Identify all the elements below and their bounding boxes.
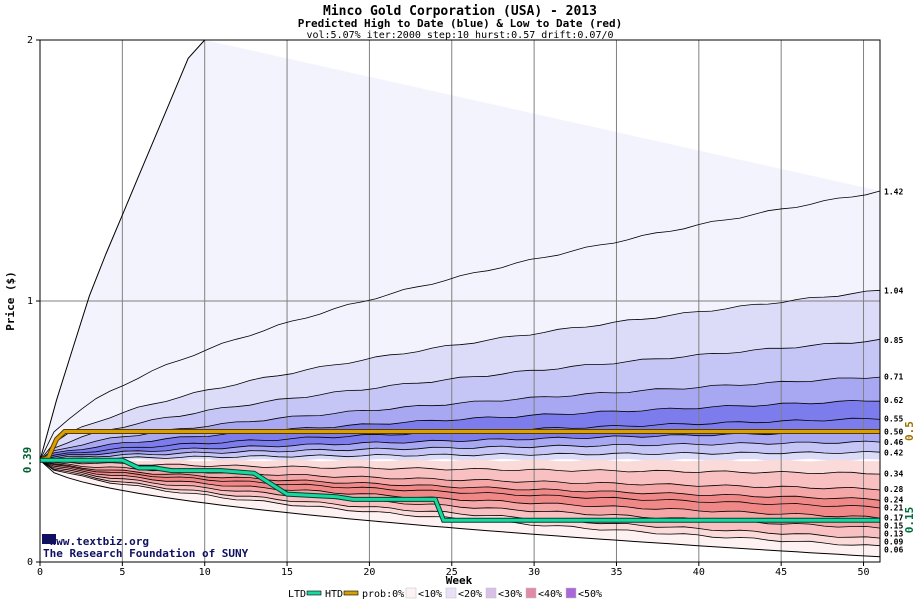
x-axis-ticks: 0 5 10 15 20 25 30 35 40 45 50 [37, 562, 870, 578]
watermark-org: The Research Foundation of SUNY [43, 547, 249, 560]
curve-level-8 [39, 450, 881, 461]
band-high-0 [40, 191, 880, 461]
x-tick-label-50: 50 [858, 567, 870, 578]
right-label-1.04: 1.04 [884, 287, 903, 296]
right-price-labels: 1.42 1.04 0.85 0.71 0.62 0.55 0.500.460.42 0.34… [884, 187, 903, 554]
curve-level-3 [39, 376, 881, 461]
right-label-0.71: 0.71 [884, 373, 903, 382]
curve-outer-low [39, 459, 881, 558]
x-tick-label-45: 45 [775, 567, 787, 578]
legend-label-ltd: LTD [288, 589, 306, 600]
x-tick-label-40: 40 [693, 567, 705, 578]
curve-level-2 [39, 338, 881, 461]
curve-level-1 [39, 289, 881, 461]
band-low-3 [40, 460, 880, 508]
y-tick-label-1: 1 [27, 296, 33, 307]
right-label-0.09: 0.09 [884, 538, 903, 547]
chart-subtitle: Predicted High to Date (blue) & Low to D… [298, 17, 623, 30]
band-high-5 [40, 418, 880, 461]
band-low-7 [40, 460, 880, 546]
band-high-outer [40, 40, 880, 461]
htd-current-label: 0.5 [903, 421, 916, 441]
band-boundary-curves [39, 39, 881, 558]
legend-label-6: <40% [538, 589, 562, 600]
curve-outer-high [39, 39, 206, 461]
legend-swatch-3 [405, 587, 417, 599]
plot-area [39, 39, 881, 563]
legend-label-prob: prob:0% [362, 589, 404, 600]
legend-swatch-5 [485, 587, 497, 599]
right-label-0.06: 0.06 [884, 546, 903, 555]
x-axis-label: Week [446, 574, 473, 587]
legend-label-3: <10% [418, 589, 442, 600]
y-axis-label: Price ($) [4, 271, 17, 331]
ltd-line [40, 458, 880, 522]
right-label-0.42: 0.42 [884, 448, 903, 457]
x-tick-label-5: 5 [119, 567, 125, 578]
legend-label-7: <50% [578, 589, 602, 600]
band-high-1 [40, 290, 880, 461]
watermark-site: ©www.textbiz.org [43, 535, 149, 548]
data-series [39, 429, 880, 523]
right-label-0.21: 0.21 [884, 503, 903, 512]
band-low-1 [40, 460, 880, 490]
curve-level-9 [39, 459, 881, 475]
band-high-6 [40, 431, 880, 461]
right-label-0.46: 0.46 [884, 438, 903, 447]
right-label-0.24: 0.24 [884, 495, 903, 504]
curve-level-7 [39, 440, 881, 461]
right-label-0.13: 0.13 [884, 530, 903, 539]
right-label-0.28: 0.28 [884, 485, 903, 494]
start-price-label: 0.39 [21, 447, 34, 474]
x-tick-label-25: 25 [446, 567, 458, 578]
copyright-icon-box [42, 534, 56, 544]
legend-swatch-ltd [306, 590, 322, 596]
y-tick-label-2: 2 [27, 35, 33, 46]
right-label-0.17: 0.17 [884, 514, 903, 523]
right-label-0.85: 0.85 [884, 336, 903, 345]
x-tick-label-30: 30 [528, 567, 540, 578]
band-low-2 [40, 460, 880, 501]
band-high-8 [40, 451, 880, 462]
right-label-0.62: 0.62 [884, 396, 903, 405]
curve-level-0 [39, 190, 881, 461]
x-tick-label-35: 35 [610, 567, 622, 578]
chart-title: Minco Gold Corporation (USA) - 2013 [323, 4, 597, 19]
legend-label-htd: HTD [325, 589, 343, 600]
curve-level-12 [39, 459, 881, 509]
right-label-0.15: 0.15 [884, 522, 903, 531]
legend-swatch-htd [343, 590, 359, 596]
legend-label-4: <20% [458, 589, 482, 600]
right-label-0.34: 0.34 [884, 469, 903, 478]
band-low-4 [40, 460, 880, 519]
ltd-current-label: 0.15 [903, 507, 916, 534]
x-tick-label-20: 20 [363, 567, 375, 578]
band-high-7 [40, 441, 880, 461]
curve-level-15 [39, 459, 881, 539]
y-tick-label-0: 0 [27, 557, 33, 568]
legend-swatch-4 [445, 587, 457, 599]
x-tick-label-15: 15 [281, 567, 293, 578]
legend-label-5: <30% [498, 589, 522, 600]
legend-swatch-6 [525, 587, 537, 599]
legend: LTD HTD prob:0% <10% <20% <30% <40% <50% [288, 587, 602, 600]
chart-params: vol:5.07% iter:2000 step:10 hurst:0.57 d… [306, 30, 613, 41]
curve-level-4 [39, 399, 881, 461]
right-label-0.50: 0.50 [884, 428, 903, 437]
legend-swatch-7 [565, 587, 577, 599]
y-axis-ticks: 0 1 2 [27, 35, 40, 568]
x-tick-label-0: 0 [37, 567, 43, 578]
band-low-outer [40, 460, 880, 557]
right-label-0.55: 0.55 [884, 414, 903, 423]
curve-level-11 [39, 459, 881, 501]
band-high-2 [40, 339, 880, 461]
curve-level-13 [39, 459, 881, 519]
band-low-5 [40, 460, 880, 529]
right-label-1.42: 1.42 [884, 187, 903, 196]
band-high-3 [40, 377, 880, 461]
x-tick-label-10: 10 [199, 567, 211, 578]
